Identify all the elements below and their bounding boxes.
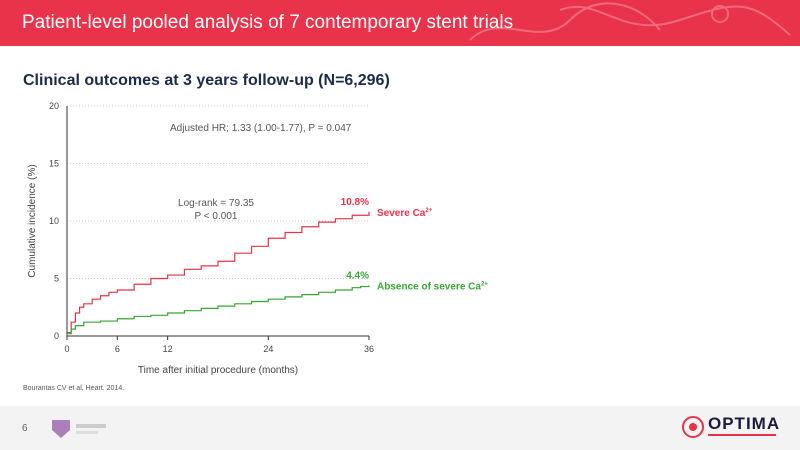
x-tick-label: 6 <box>115 344 120 354</box>
y-tick-label: 20 <box>49 101 59 111</box>
logrank-p-annotation: P < 0.001 <box>195 211 238 222</box>
absence-ca-legend: Absence of severe Ca2+ <box>377 281 488 292</box>
footer: 6 OPTIMA <box>0 406 800 450</box>
severe-ca-line <box>67 211 370 334</box>
severe-ca-end-label: 10.8% <box>341 197 369 208</box>
severe-ca-legend: Severe Ca2+ <box>377 208 433 219</box>
slide-title: Patient-level pooled analysis of 7 conte… <box>22 12 514 33</box>
optima-logo-underline <box>708 434 776 436</box>
y-axis-label: Cumulative incidence (%) <box>27 164 38 277</box>
x-tick-label: 36 <box>364 344 374 354</box>
y-tick-label: 0 <box>54 331 59 341</box>
y-tick-label: 5 <box>54 274 59 284</box>
citation: Bourantas CV et al. Heart. 2014. <box>23 385 125 392</box>
title-banner: Patient-level pooled analysis of 7 conte… <box>0 0 800 46</box>
optima-logo-icon <box>682 416 704 438</box>
page-number: 6 <box>22 423 28 434</box>
legend-superscript: 2+ <box>425 208 432 214</box>
y-tick-label: 15 <box>49 159 59 169</box>
slide-subtitle: Clinical outcomes at 3 years follow-up (… <box>23 72 390 89</box>
banner-decoration <box>469 2 791 41</box>
legend-superscript: 2+ <box>481 281 488 287</box>
x-tick-label: 12 <box>163 344 173 354</box>
hr-annotation: Adjusted HR; 1.33 (1.00-1.77), P = 0.047 <box>170 123 352 134</box>
x-tick-label: 0 <box>64 344 69 354</box>
y-tick-label: 10 <box>49 216 59 226</box>
x-axis-label: Time after initial procedure (months) <box>138 365 298 376</box>
optima-logo-text: OPTIMA <box>708 414 781 433</box>
x-tick-label: 24 <box>263 344 273 354</box>
absence-severe-ca-line <box>67 285 370 335</box>
logrank-annotation: Log-rank = 79.35 <box>178 198 254 209</box>
kaplan-meier-chart: 0 5 10 15 20 0 6 12 24 36 Time after initial proce… <box>27 101 488 376</box>
partner-logo <box>52 420 106 438</box>
absence-ca-end-label: 4.4% <box>346 270 369 281</box>
